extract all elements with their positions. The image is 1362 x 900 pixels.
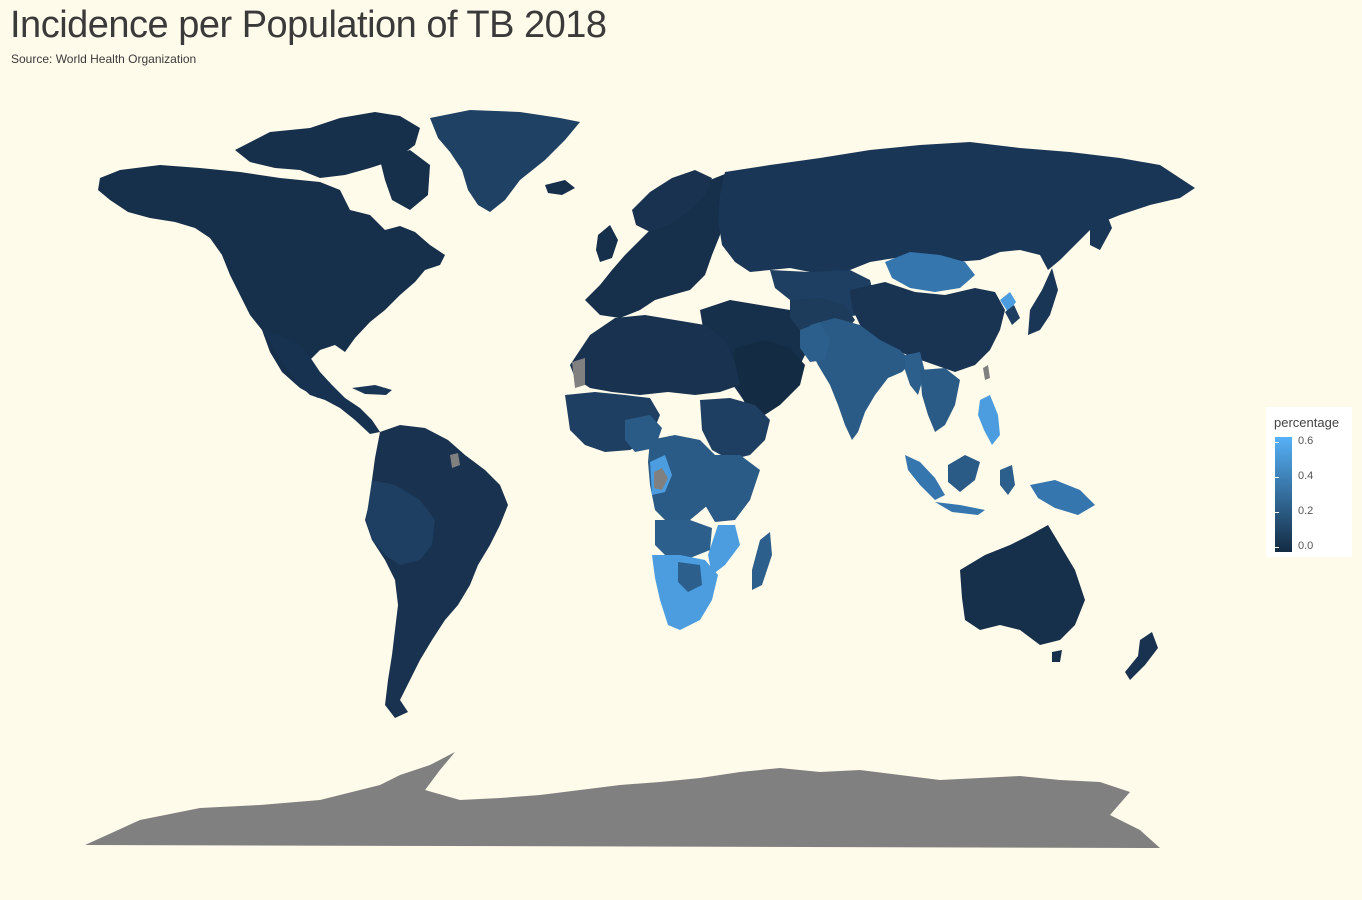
region-cuba [352,385,392,395]
region-botswana [678,562,702,592]
region-baffin [380,150,430,210]
region-iceland [545,180,575,195]
legend-tick-0-6 [1275,442,1279,443]
region-horn-africa [700,398,770,460]
region-north-america [98,165,445,398]
region-mozambique [708,525,740,575]
region-central-asia [770,270,875,318]
region-new-guinea [1030,480,1095,515]
region-sumatra [905,455,945,500]
region-india [808,318,912,440]
region-taiwan [983,365,990,380]
region-mexico [262,330,380,434]
region-south-america [365,425,508,718]
map-title: Incidence per Population of TB 2018 [10,4,607,46]
legend-title: percentage [1274,415,1340,430]
legend-label-0-6: 0.6 [1298,435,1314,447]
legend-tick-0-0 [1275,547,1279,548]
region-kamchatka [1090,210,1112,250]
region-russia [718,142,1195,275]
region-angola-zambia [655,520,712,558]
region-western-sahara [572,358,585,388]
region-arabia [732,340,805,418]
region-myanmar [905,352,925,395]
legend-tick-0-2 [1275,512,1279,513]
legend-label-0-2: 0.2 [1298,505,1314,517]
region-guianas [450,453,460,468]
region-antarctica [85,752,1160,848]
region-sulawesi [1000,465,1015,495]
region-australia [960,525,1085,645]
region-gabon-na [654,468,668,490]
legend-label-0-4: 0.4 [1298,470,1314,482]
region-borneo [948,455,980,492]
region-north-africa [570,315,740,395]
region-pakistan [800,322,830,362]
region-southern-africa [652,555,718,630]
region-korea [1005,305,1020,325]
region-europe [585,172,735,318]
legend-tick-0-4 [1275,477,1279,478]
region-scandinavia [632,170,712,232]
region-tasmania [1052,650,1062,662]
region-peru-bolivia [366,480,435,565]
region-japan [1028,268,1058,335]
region-new-zealand [1125,632,1158,680]
region-east-africa [705,455,760,522]
color-legend: percentage 0.6 0.4 0.2 0.0 [1266,407,1352,557]
region-indochina [920,368,960,432]
legend-gradient-bar [1275,437,1292,552]
legend-label-0-0: 0.0 [1298,540,1314,552]
region-mongolia [885,252,975,292]
region-greenland [430,110,580,212]
map-subtitle: Source: World Health Organization [11,52,197,66]
region-china [850,282,1005,372]
region-philippines [978,395,1000,445]
region-uk [596,225,618,262]
region-java [935,502,985,515]
region-madagascar [752,532,772,590]
region-arctic-archipelago [235,112,420,178]
